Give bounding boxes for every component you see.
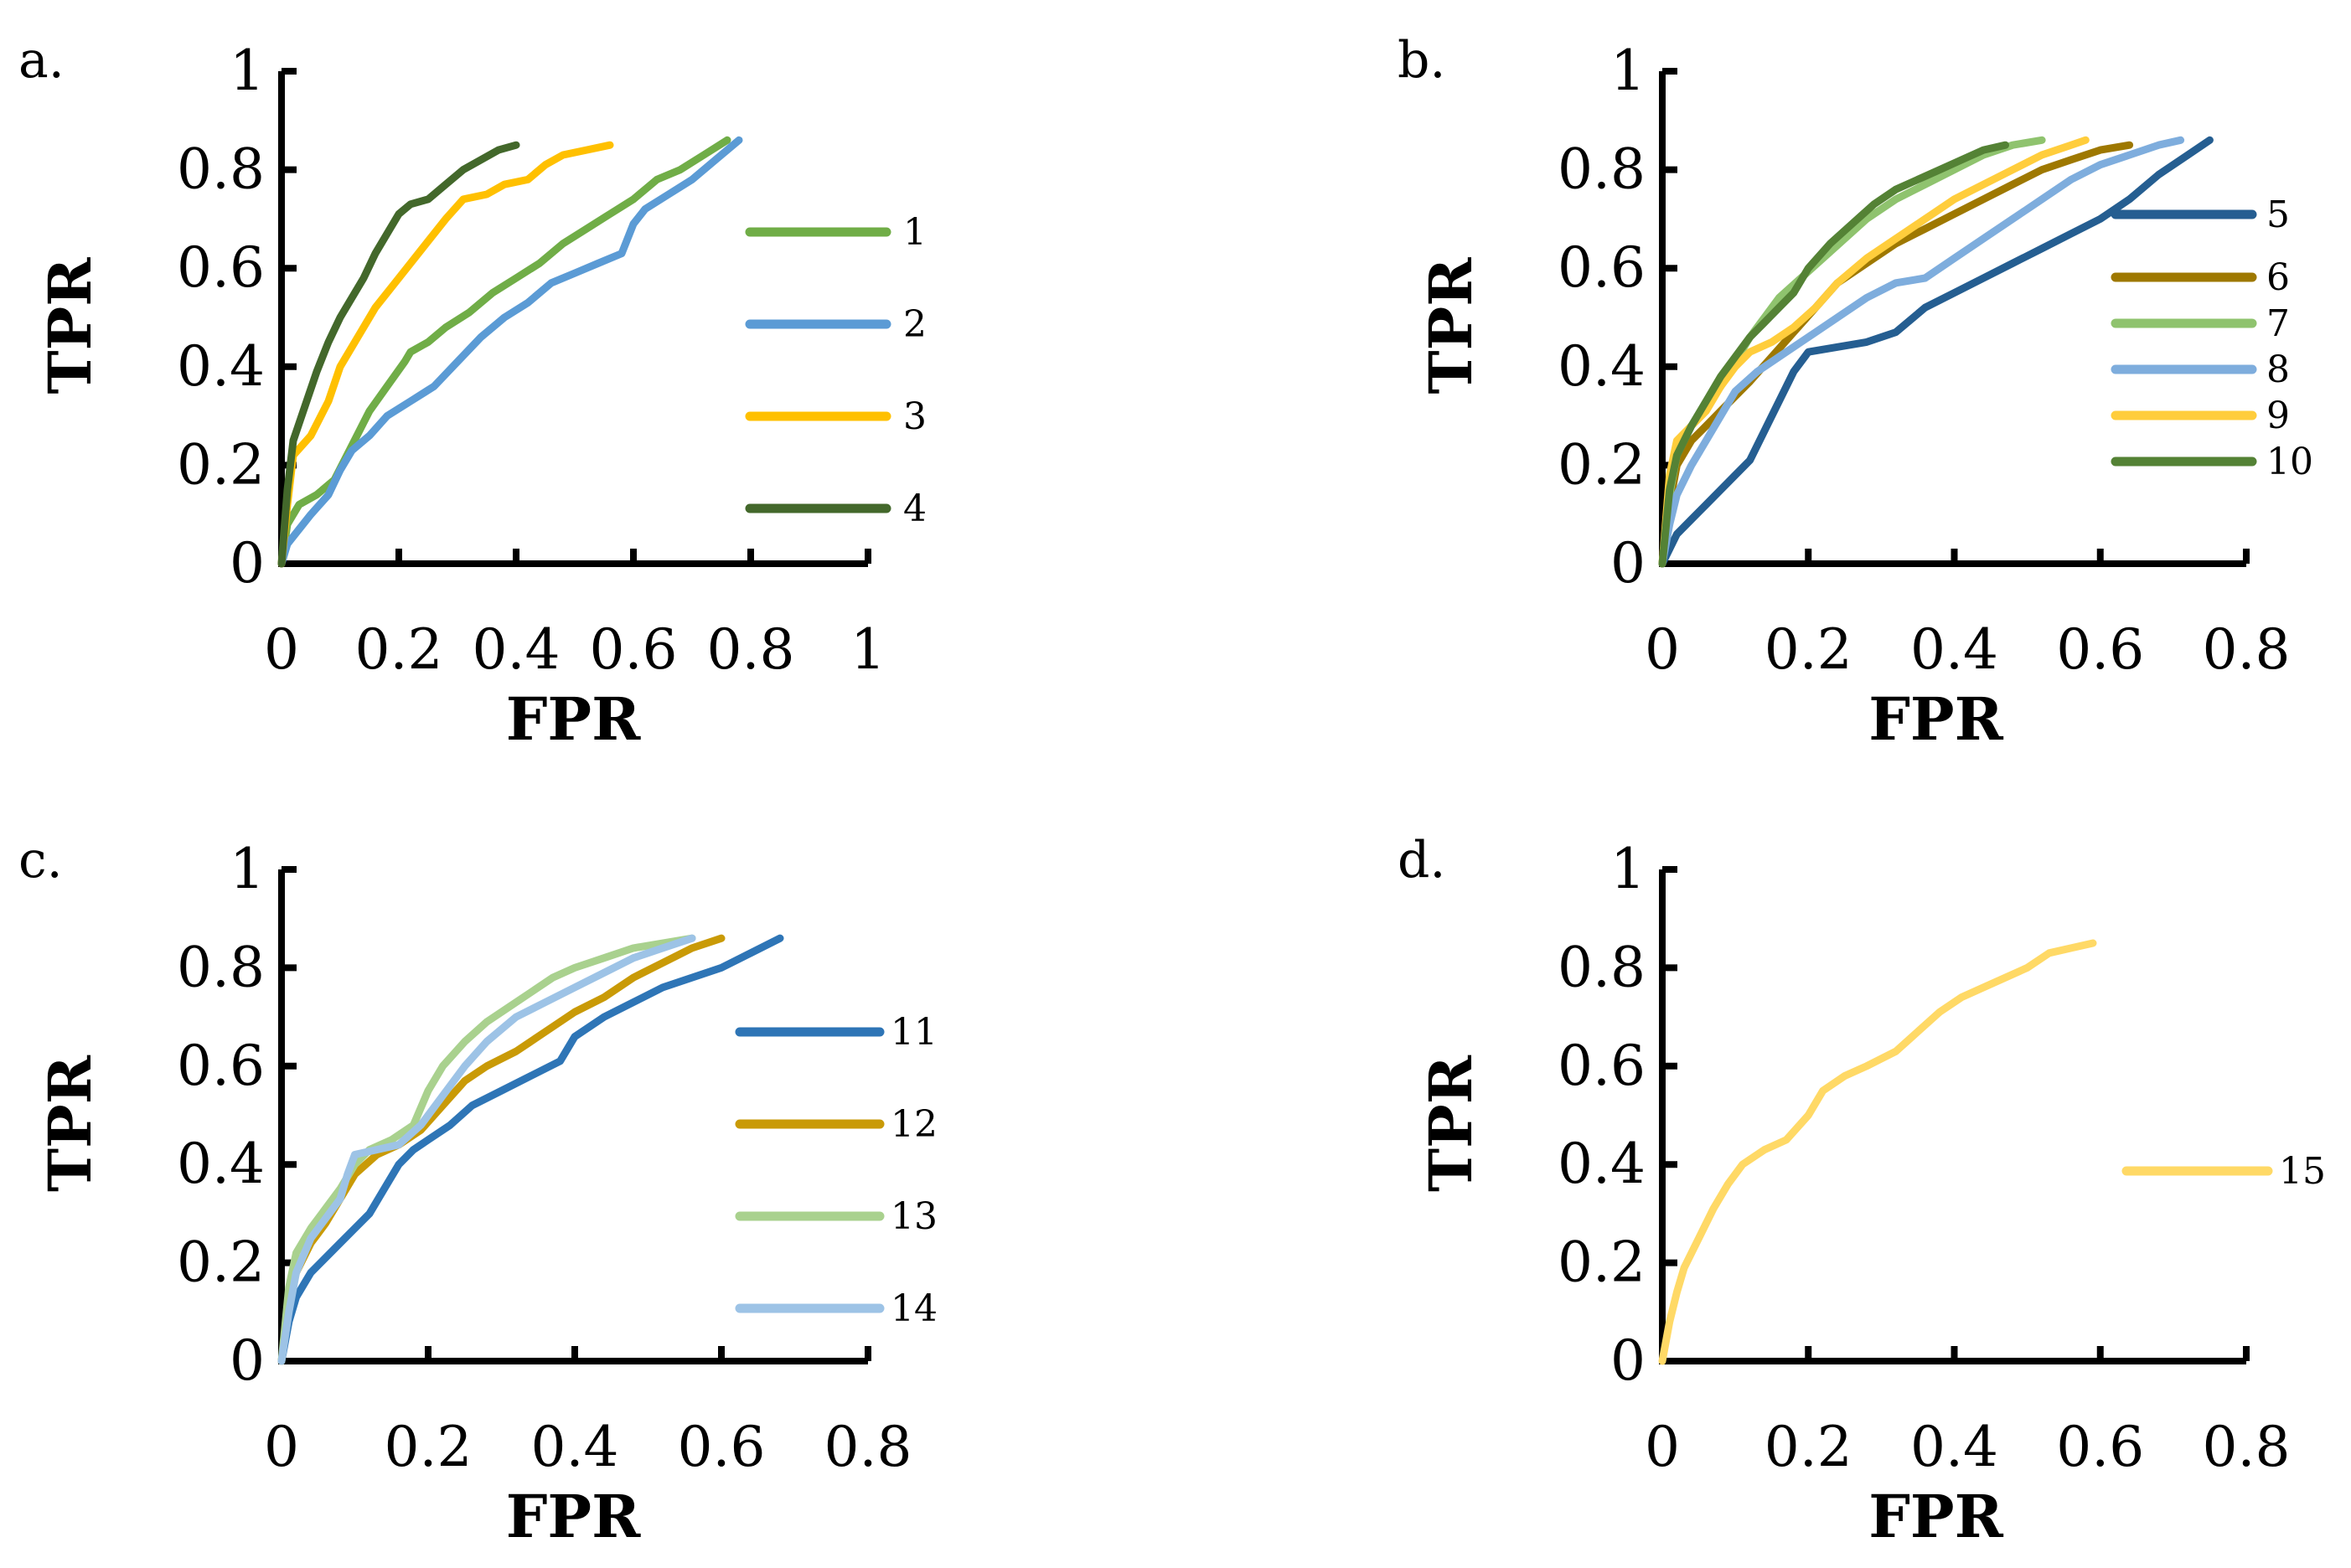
y-tick-label: 0.6 — [177, 1034, 265, 1098]
y-tick-label: 0.2 — [177, 1230, 265, 1295]
y-axis-title: TPR — [1416, 1055, 1486, 1192]
y-tick-label: 0.2 — [177, 432, 265, 497]
x-tick-label: 0 — [264, 617, 299, 682]
x-tick-label: 0.6 — [678, 1415, 766, 1479]
y-axis-title: TPR — [35, 257, 105, 395]
legend-label-14: 14 — [891, 1287, 938, 1330]
x-tick-label: 0.8 — [2203, 617, 2291, 682]
y-axis-title: TPR — [35, 1055, 105, 1192]
series-line-12 — [277, 934, 726, 1365]
series-line-7 — [1658, 136, 2046, 568]
y-tick-label: 0.8 — [1558, 137, 1646, 202]
x-tick-label: 0 — [264, 1415, 299, 1479]
x-tick-label: 0.8 — [824, 1415, 912, 1479]
series-line-6 — [1658, 141, 2134, 568]
legend-label-15: 15 — [2279, 1150, 2326, 1193]
y-tick-label: 0 — [230, 1328, 265, 1393]
x-tick-label: 0.4 — [1910, 1415, 1998, 1479]
x-tick-label: 0.6 — [2056, 1415, 2144, 1479]
panel-label: d. — [1398, 831, 1445, 890]
series-line-10 — [1658, 141, 2009, 568]
y-tick-label: 0.8 — [1558, 935, 1646, 999]
x-tick-label: 0.2 — [385, 1415, 473, 1479]
x-tick-label: 1 — [850, 617, 886, 682]
legend-label-3: 3 — [903, 395, 927, 438]
legend-label-12: 12 — [891, 1103, 938, 1146]
y-tick-label: 1 — [1610, 837, 1646, 901]
series-line-11 — [277, 934, 784, 1365]
y-tick-label: 0.6 — [177, 235, 265, 300]
panel-label: a. — [18, 31, 65, 90]
legend-label-1: 1 — [903, 211, 927, 254]
y-tick-label: 1 — [1610, 39, 1646, 103]
series-line-5 — [1658, 136, 2214, 568]
series-line-14 — [277, 934, 696, 1365]
series-line-2 — [277, 136, 743, 568]
x-tick-label: 0.4 — [473, 617, 561, 682]
x-tick-label: 0.8 — [707, 617, 795, 682]
y-tick-label: 0 — [230, 531, 265, 596]
legend-label-5: 5 — [2266, 193, 2290, 236]
legend-label-4: 4 — [903, 487, 927, 530]
y-tick-label: 0 — [1610, 531, 1646, 596]
y-tick-label: 0.4 — [1558, 334, 1646, 399]
legend-label-10: 10 — [2266, 441, 2313, 483]
x-tick-label: 0 — [1645, 617, 1680, 682]
x-tick-label: 0.6 — [2056, 617, 2144, 682]
chart-panel-c: c. 0 0.2 0.4 0.6 0.8 1 0 0.2 0.4 0.6 0.8 FPR TPR 11 12 1… — [18, 831, 938, 1551]
x-tick-label: 0 — [1645, 1415, 1680, 1479]
x-tick-label: 0.2 — [355, 617, 443, 682]
x-axis-title: FPR — [506, 684, 641, 754]
x-tick-label: 0.2 — [1765, 1415, 1852, 1479]
y-tick-label: 0.8 — [177, 935, 265, 999]
x-tick-label: 0.6 — [590, 617, 678, 682]
legend-label-6: 6 — [2266, 256, 2290, 299]
x-tick-label: 0.8 — [2203, 1415, 2291, 1479]
y-tick-label: 0.4 — [1558, 1132, 1646, 1196]
chart-panel-b: b.00.20.40.60.810 0.2 0.4 0.6 0.8FPRTPR56789… — [1398, 31, 2313, 754]
x-axis-title: FPR — [506, 1482, 641, 1551]
y-tick-label: 1 — [230, 39, 265, 103]
x-tick-label: 0.2 — [1765, 617, 1852, 682]
legend-label-8: 8 — [2266, 348, 2290, 391]
legend-label-11: 11 — [891, 1011, 938, 1054]
series-line-4 — [277, 141, 520, 568]
x-axis-title: FPR — [1868, 684, 2003, 754]
chart-panel-a: a. 0 0.2 0.4 0.6 0.8 1 0 0.2 0.4 0.6 0.8 1 FPR TPR 1 2 3 4 — [18, 31, 927, 754]
y-tick-label: 0.2 — [1558, 432, 1646, 497]
y-tick-label: 0.6 — [1558, 1034, 1646, 1098]
series-line-8 — [1658, 136, 2185, 568]
y-axis-title: TPR — [1416, 257, 1486, 395]
panel-label: b. — [1398, 31, 1445, 90]
legend-label-7: 7 — [2266, 302, 2290, 345]
series-line-3 — [277, 141, 614, 568]
y-tick-label: 0.2 — [1558, 1230, 1646, 1295]
legend-label-13: 13 — [891, 1195, 938, 1238]
series-line-13 — [277, 934, 696, 1365]
x-axis-title: FPR — [1868, 1482, 2003, 1551]
panel-label: c. — [18, 831, 63, 890]
y-tick-label: 0.4 — [177, 1132, 265, 1196]
series-line-15 — [1658, 939, 2097, 1365]
y-tick-label: 0.6 — [1558, 235, 1646, 300]
y-tick-label: 0.4 — [177, 334, 265, 399]
y-tick-label: 1 — [230, 837, 265, 901]
x-tick-label: 0.4 — [1910, 617, 1998, 682]
legend-label-9: 9 — [2266, 395, 2290, 437]
legend-label-2: 2 — [903, 303, 927, 346]
chart-panel-d: d. 0 0.2 0.4 0.6 0.8 1 0 0.2 0.4 0.6 0.8 FPR TPR 15 — [1398, 831, 2326, 1551]
x-tick-label: 0.4 — [531, 1415, 619, 1479]
y-tick-label: 0.8 — [177, 137, 265, 202]
y-tick-label: 0 — [1610, 1328, 1646, 1393]
